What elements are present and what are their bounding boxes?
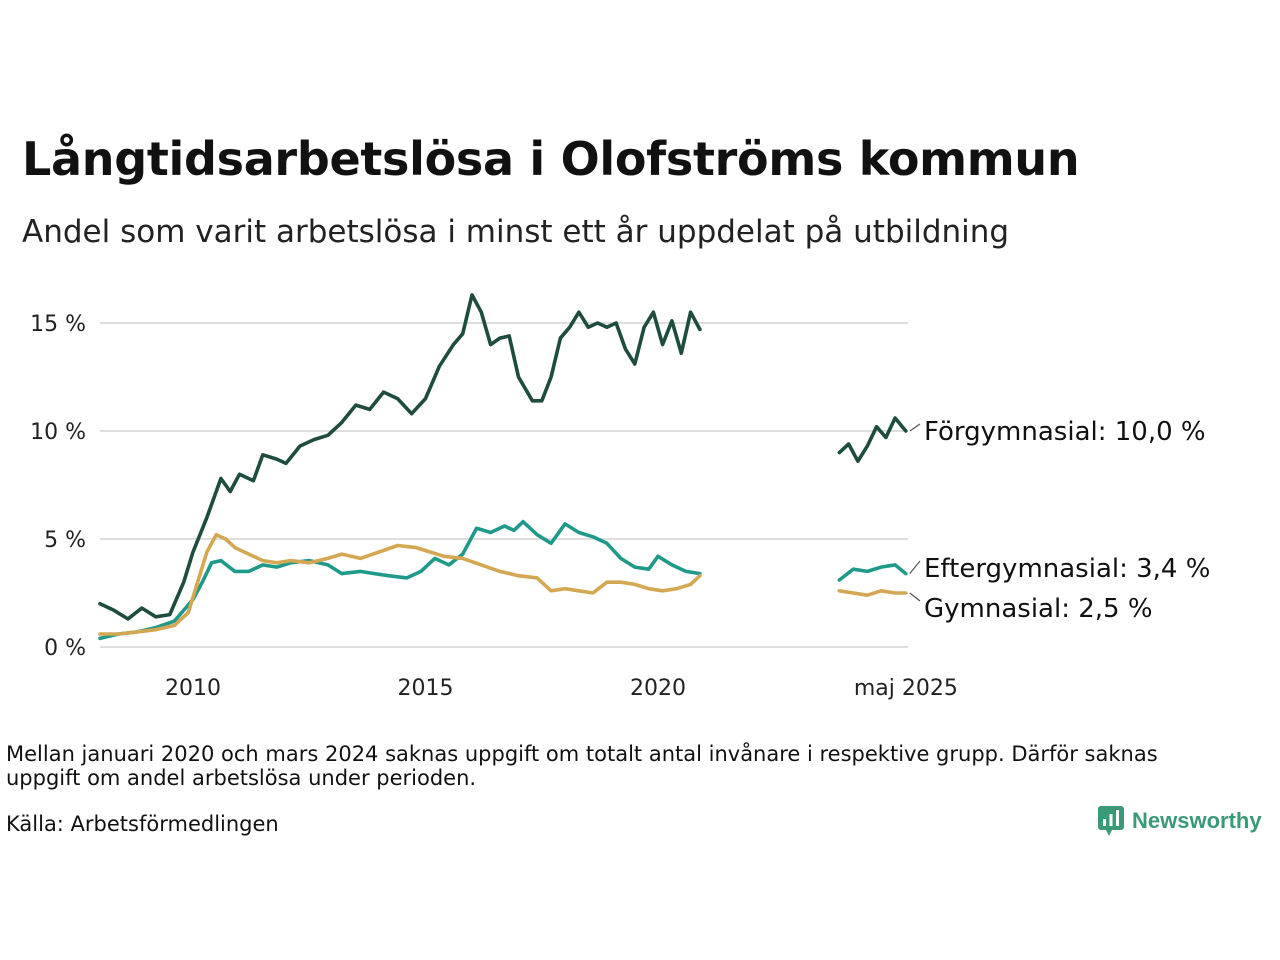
label-leader-line	[909, 592, 921, 602]
series-line-gymnasial	[837, 589, 908, 597]
x-tick-label: 2015	[398, 676, 454, 701]
series-end-label: Förgymnasial: 10,0 %	[924, 417, 1206, 447]
y-tick-label: 0 %	[44, 636, 86, 661]
newsworthy-logo[interactable]: Newsworthy	[1098, 806, 1262, 836]
y-tick-label: 5 %	[44, 528, 86, 553]
x-axis-ticks: 2010 2015 2020 maj 2025	[165, 676, 958, 701]
series-line-förgymnasial	[837, 416, 908, 463]
bar-chart-speech-bubble-icon	[1098, 806, 1124, 836]
series-lines	[98, 293, 908, 641]
source-credit: Källa: Arbetsförmedlingen	[6, 812, 279, 836]
x-tick-label: 2010	[165, 676, 221, 701]
footnote: Mellan januari 2020 och mars 2024 saknas…	[6, 742, 1158, 790]
x-tick-label: maj 2025	[854, 676, 958, 701]
y-tick-label: 15 %	[30, 312, 86, 337]
gridlines	[100, 322, 908, 648]
x-tick-label: 2020	[630, 676, 686, 701]
chart-subtitle: Andel som varit arbetslösa i minst ett å…	[22, 214, 1010, 250]
label-leader-line	[909, 560, 921, 574]
brand-name: Newsworthy	[1132, 808, 1262, 833]
series-end-label: Eftergymnasial: 3,4 %	[924, 554, 1210, 584]
series-end-label: Gymnasial: 2,5 %	[924, 594, 1153, 624]
series-end-labels: Förgymnasial: 10,0 % Eftergymnasial: 3,4 …	[909, 417, 1210, 624]
series-line-eftergymnasial	[98, 519, 702, 641]
label-leader-line	[909, 423, 921, 432]
series-line-förgymnasial	[98, 293, 702, 621]
chart-title: Långtidsarbetslösa i Olofströms kommun	[22, 132, 1080, 186]
y-axis-ticks: 0 % 5 % 10 % 15 %	[30, 312, 86, 661]
y-tick-label: 10 %	[30, 420, 86, 445]
series-line-eftergymnasial	[837, 563, 908, 582]
series-line-gymnasial	[98, 532, 702, 636]
